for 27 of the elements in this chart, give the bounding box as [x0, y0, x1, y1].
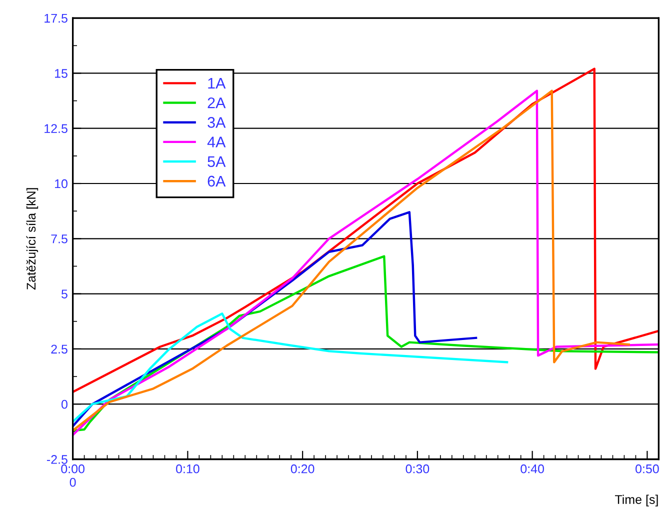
legend-label: 3A [208, 117, 226, 128]
line-series [72, 211, 478, 428]
y-tick-label: 0 [61, 400, 68, 409]
legend-label: 4A [207, 136, 226, 148]
legend-label: 5A [208, 156, 226, 168]
y-tick-label: 2.5 [51, 344, 68, 354]
x-tick-label: 0:20 [290, 464, 314, 474]
y-axis-title: Zatěžující síla [kN] [26, 188, 38, 290]
legend-label: 2A [208, 97, 226, 108]
line-series [72, 255, 659, 432]
y-tick-label: -2.5 [46, 455, 68, 464]
x-axis-title: Time [s] [614, 494, 658, 506]
y-tick-label: 7.5 [51, 234, 68, 244]
y-tick-label: 12.5 [44, 124, 68, 134]
y-tick-label: 5 [62, 290, 68, 298]
legend-label: 1A [208, 78, 226, 89]
line-series [72, 312, 508, 423]
y-tick-label: 17.5 [44, 14, 68, 23]
x-tick-label: 0:50 [636, 464, 659, 474]
x-tick-label: 0:30 [406, 464, 430, 474]
x-tick-label: 0:40 [520, 464, 544, 474]
x-tick-label: 0:00 0 [61, 464, 84, 487]
y-tick-label: 15 [55, 69, 68, 78]
y-tick-label: 10 [55, 179, 68, 188]
x-tick-label: 0:10 [176, 464, 200, 474]
legend-label: 6A [208, 176, 226, 187]
line-series [72, 68, 659, 394]
